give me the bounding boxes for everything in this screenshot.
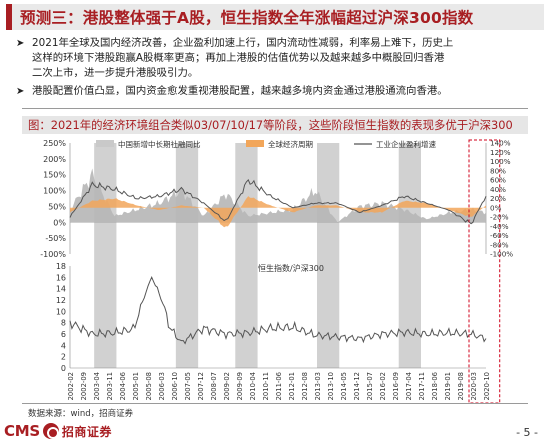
y-tick-label: 2 (61, 353, 66, 362)
y-tick-label: 10 (56, 307, 66, 316)
x-tick-label: 2011-06 (275, 372, 283, 400)
x-tick-label: 2004-06 (119, 372, 127, 400)
data-source: 数据来源：wind，招商证券 (28, 407, 133, 419)
x-tick-label: 2002-09 (80, 372, 88, 400)
x-tick-label: 2010-04 (249, 372, 257, 400)
x-tick-label: 2018-06 (431, 372, 439, 400)
y-tick-label: 100% (43, 187, 66, 196)
x-tick-label: 2003-11 (106, 372, 114, 400)
y-tick-label: 12 (56, 296, 66, 305)
y-tick-label: 50% (48, 202, 66, 211)
logo-name: 招商证券 (62, 423, 112, 440)
x-tick-label: 2008-07 (210, 372, 218, 400)
x-tick-label: 2012-08 (301, 372, 309, 400)
x-tick-label: 2009-02 (223, 372, 231, 400)
y-tick-label: -100% (40, 250, 66, 259)
logo-text: CMS (4, 422, 40, 440)
x-tick-label: 2013-03 (314, 372, 322, 400)
y-right-tick-label: 40% (490, 185, 506, 194)
page-number: - 5 - (516, 426, 538, 439)
y-tick-label: 200% (43, 155, 66, 164)
y-tick-label: 0% (53, 218, 66, 227)
x-tick-label: 2016-02 (379, 372, 387, 400)
x-tick-label: 2014-12 (353, 372, 361, 400)
x-tick-label: 2002-02 (67, 372, 75, 400)
x-tick-label: 2019-08 (457, 372, 465, 400)
divider (22, 403, 528, 404)
x-tick-label: 2016-09 (392, 372, 400, 400)
x-tick-label: 2005-01 (132, 372, 140, 400)
y-right-tick-label: 100% (490, 157, 511, 166)
cms-emblem-icon (43, 423, 59, 439)
y-tick-label: 14 (56, 285, 66, 294)
x-tick-label: 2015-07 (366, 372, 374, 400)
y-tick-label: 0 (61, 364, 66, 373)
y-tick-label: 4 (61, 341, 66, 350)
y-tick-label: -50% (45, 234, 66, 243)
x-tick-label: 2020-10 (483, 372, 491, 400)
x-tick-label: 2009-09 (236, 372, 244, 400)
x-tick-label: 2017-04 (405, 372, 413, 400)
x-tick-label: 2003-04 (93, 372, 101, 400)
x-tick-label: 2012-01 (288, 372, 296, 400)
y-tick-label: 16 (56, 273, 66, 282)
legend-swatch (96, 140, 114, 147)
series-label: 恒生指数/沪深300 (258, 263, 324, 273)
y-tick-label: 150% (43, 171, 66, 180)
legend-label: 中国新增中长期社融同比 (118, 139, 201, 149)
x-tick-label: 2007-12 (197, 372, 205, 400)
y-tick-label: 8 (61, 319, 66, 328)
y-tick-label: 250% (43, 139, 66, 148)
series-line-hsi-csi300 (70, 277, 486, 343)
y-right-tick-label: 60% (490, 176, 506, 185)
x-tick-label: 2005-08 (145, 372, 153, 400)
y-right-tick-label: 80% (490, 166, 506, 175)
x-tick-label: 2020-03 (470, 372, 478, 400)
chart-canvas: 250%200%150%100%50%0%-50%-100%140%120%10… (0, 0, 550, 403)
shaded-period-band (399, 143, 421, 368)
y-right-tick-label: 20% (490, 194, 506, 203)
x-tick-label: 2006-10 (171, 372, 179, 400)
shaded-period-band (235, 143, 257, 368)
legend-swatch (246, 140, 264, 147)
x-tick-label: 2006-03 (158, 372, 166, 400)
legend-label: 工业企业盈利增速 (376, 139, 436, 149)
x-tick-label: 2014-05 (340, 372, 348, 400)
x-tick-label: 2017-11 (418, 372, 426, 400)
y-tick-label: 18 (56, 262, 66, 271)
shaded-period-band (94, 143, 116, 368)
x-tick-label: 2019-01 (444, 372, 452, 400)
x-tick-label: 2013-10 (327, 372, 335, 400)
y-right-tick-label: 120% (490, 148, 511, 157)
y-right-tick-label: -100% (490, 250, 513, 259)
x-tick-label: 2007-05 (184, 372, 192, 400)
y-right-tick-label: 140% (490, 139, 511, 148)
x-tick-label: 2010-11 (262, 372, 270, 400)
brand-logo: CMS 招商证券 (4, 421, 112, 441)
legend-label: 全球经济周期 (268, 139, 313, 149)
y-tick-label: 6 (61, 330, 66, 339)
